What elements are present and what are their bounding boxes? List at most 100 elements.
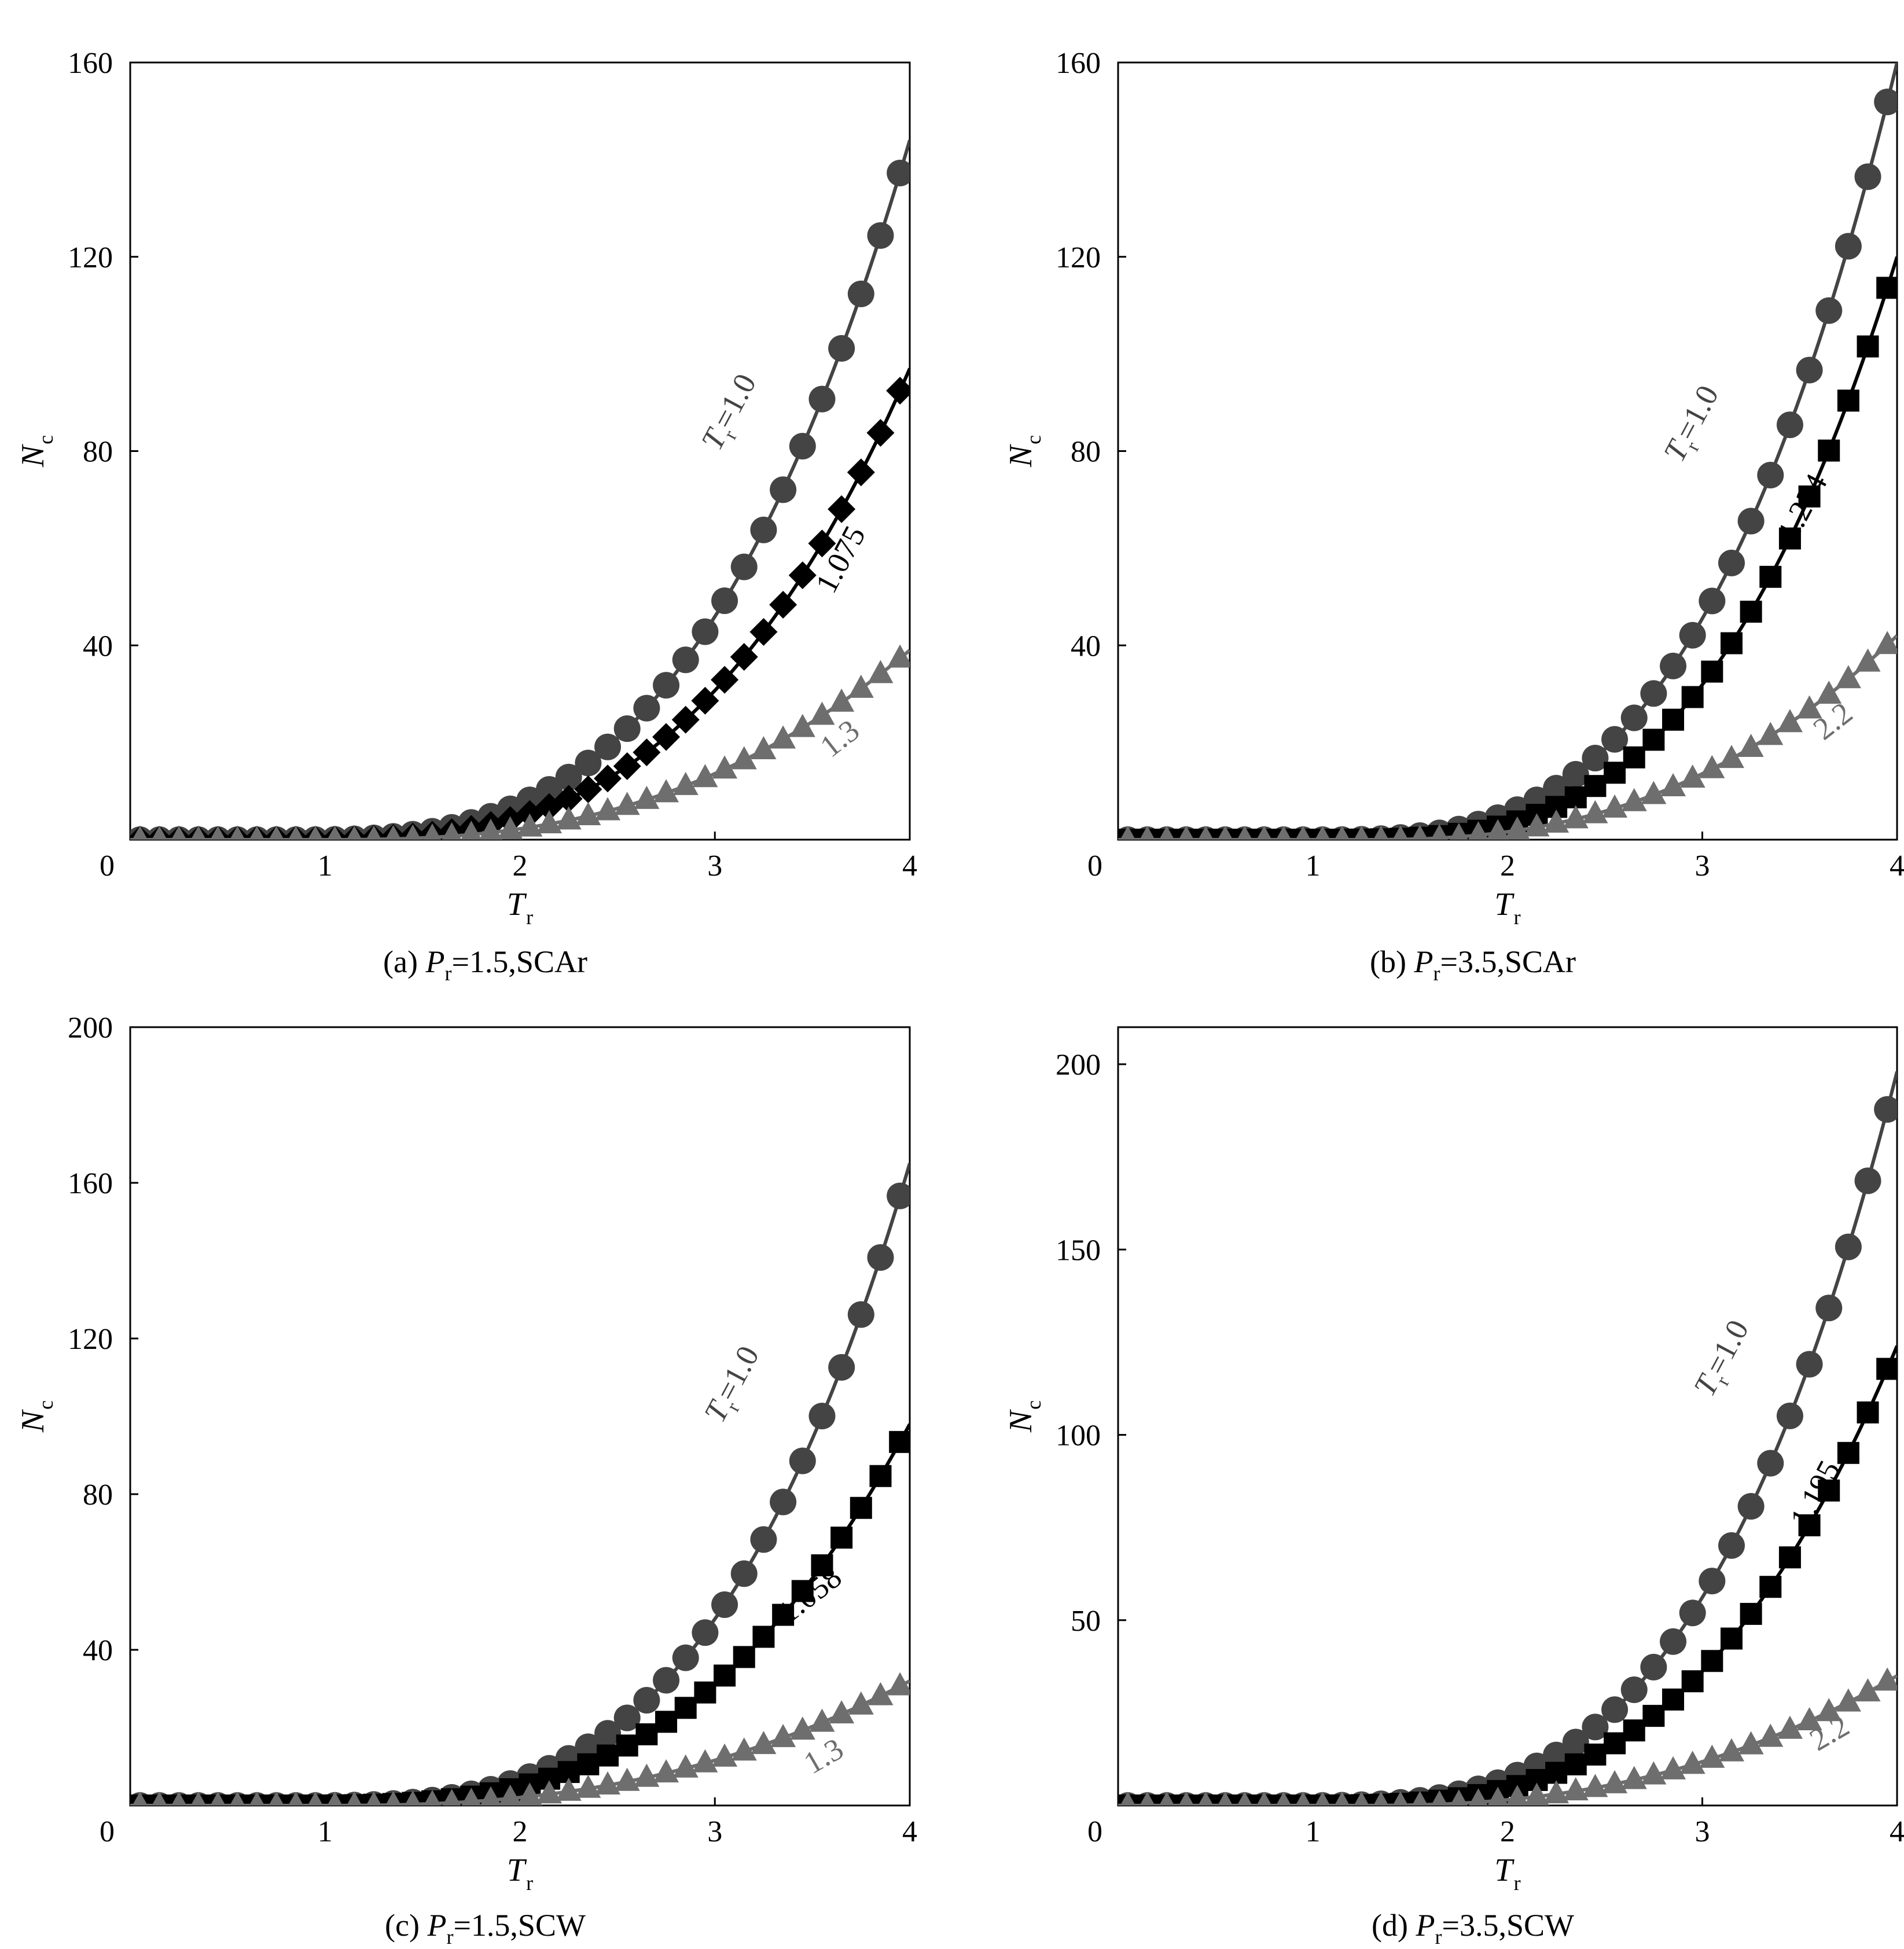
data-point: [634, 1763, 660, 1787]
data-point: [1601, 726, 1629, 753]
data-point: [829, 688, 855, 712]
data-point: [1660, 1756, 1686, 1779]
data-point: [809, 701, 835, 725]
y-tick-label: 40: [83, 630, 113, 663]
y-axis-label: Nc: [15, 435, 57, 468]
data-point: [1874, 1667, 1897, 1691]
data-point: [1662, 708, 1685, 731]
data-point: [1276, 1792, 1292, 1805]
data-point: [789, 1716, 815, 1740]
data-point: [672, 646, 699, 674]
data-point: [1562, 761, 1589, 788]
data-point: [1778, 527, 1801, 550]
data-point: [132, 826, 148, 840]
y-tick-label: 160: [68, 47, 113, 80]
data-point: [556, 1777, 582, 1801]
data-point: [1874, 89, 1897, 116]
data-point: [1759, 565, 1782, 588]
data-point: [770, 476, 797, 503]
data-point: [269, 1792, 284, 1805]
x-tick-label: 1: [1306, 850, 1321, 882]
data-point: [714, 1664, 736, 1687]
x-tick-label: 1: [318, 1815, 333, 1848]
data-point: [1582, 1713, 1609, 1741]
series-label: 1.075: [808, 520, 872, 598]
x-tick-label: 4: [902, 850, 917, 882]
data-point: [1777, 709, 1803, 733]
data-point: [711, 587, 738, 615]
y-tick-label: 120: [68, 241, 113, 274]
data-point: [1835, 233, 1862, 260]
data-point: [366, 825, 382, 840]
y-axis-label: Nc: [1003, 1400, 1045, 1433]
data-point: [1738, 1731, 1764, 1755]
data-point: [190, 1792, 207, 1805]
data-point: [808, 385, 836, 413]
data-point: [555, 763, 582, 790]
series-label: 2.2: [1807, 695, 1859, 746]
data-point: [808, 1403, 836, 1430]
series-label: Tr=1.0: [1687, 1314, 1760, 1404]
data-point: [346, 1791, 362, 1805]
data-point: [789, 714, 815, 737]
data-point: [577, 1753, 600, 1775]
data-point: [1718, 549, 1745, 576]
data-point: [171, 1792, 187, 1805]
data-point: [1874, 631, 1897, 654]
data-point: [1660, 652, 1687, 679]
data-point: [1431, 824, 1448, 840]
series-1: [1118, 256, 1897, 840]
data-point: [867, 1244, 894, 1271]
data-point: [770, 725, 796, 749]
data-point: [887, 644, 910, 668]
data-point: [694, 1681, 716, 1704]
data-point: [1815, 1295, 1843, 1322]
data-point: [1699, 1744, 1725, 1768]
data-point: [498, 1784, 522, 1805]
data-point: [1874, 1096, 1897, 1123]
data-point: [1876, 1358, 1897, 1380]
data-point: [536, 776, 563, 803]
x-axis-label: Tr: [1494, 1852, 1520, 1895]
data-point: [887, 1182, 910, 1209]
data-point: [517, 1782, 543, 1805]
y-tick-label: 200: [68, 1012, 113, 1045]
data-point: [595, 1771, 621, 1795]
data-point: [672, 771, 699, 795]
y-tick-label: 40: [1071, 630, 1101, 663]
data-point: [404, 824, 421, 840]
data-point: [1679, 1751, 1705, 1774]
data-point: [307, 826, 324, 840]
data-point: [1620, 704, 1648, 731]
x-axis-label: Tr: [1494, 887, 1520, 929]
data-point: [1818, 1479, 1840, 1502]
data-point: [847, 1301, 874, 1328]
x-tick-label: 2: [513, 1815, 528, 1848]
data-point: [1237, 826, 1252, 840]
data-point: [1620, 1676, 1648, 1703]
data-point: [1701, 1650, 1723, 1672]
data-point: [1681, 686, 1704, 708]
data-point: [1718, 745, 1744, 768]
data-point: [868, 1682, 894, 1705]
data-point: [479, 818, 502, 840]
data-point: [1621, 1766, 1647, 1789]
data-point: [1777, 1715, 1803, 1739]
data-point: [1623, 746, 1645, 768]
data-point: [730, 1560, 758, 1587]
y-axis-label: Nc: [15, 1400, 57, 1433]
data-point: [132, 1792, 148, 1805]
data-point: [536, 810, 563, 833]
data-point: [575, 749, 602, 777]
series-2: [130, 1672, 910, 1805]
data-point: [1621, 788, 1647, 811]
data-point: [1584, 775, 1607, 797]
data-point: [1740, 1602, 1762, 1625]
data-point: [1737, 1493, 1765, 1520]
data-point: [616, 1734, 638, 1757]
data-point: [811, 1554, 833, 1576]
data-point: [671, 705, 700, 734]
x-tick-label: 3: [707, 850, 722, 882]
data-point: [1564, 786, 1587, 808]
